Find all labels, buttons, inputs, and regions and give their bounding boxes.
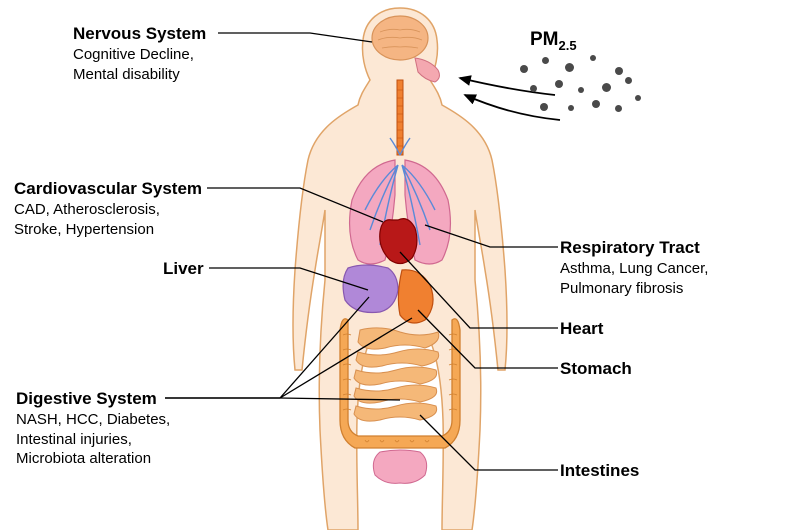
label-desc: Asthma, Lung Cancer,Pulmonary fibrosis bbox=[560, 259, 708, 298]
label-title: Respiratory Tract bbox=[560, 237, 708, 259]
label-intestines: Intestines bbox=[560, 460, 639, 482]
label-title: Stomach bbox=[560, 358, 632, 380]
label-title: Nervous System bbox=[73, 23, 206, 45]
pelvis-organ bbox=[373, 450, 426, 483]
particle-dot bbox=[615, 105, 622, 112]
label-nervous: Nervous SystemCognitive Decline,Mental d… bbox=[73, 23, 206, 84]
particle-dot bbox=[578, 87, 584, 93]
label-stomach: Stomach bbox=[560, 358, 632, 380]
particle-dot bbox=[568, 105, 574, 111]
label-desc: CAD, Atherosclerosis,Stroke, Hypertensio… bbox=[14, 200, 202, 239]
small-intestine bbox=[354, 328, 439, 421]
pm25-label: PM2.5 bbox=[530, 28, 577, 55]
particle-dot bbox=[602, 83, 611, 92]
particle-dot bbox=[520, 65, 528, 73]
label-title: Cardiovascular System bbox=[14, 178, 202, 200]
label-desc: NASH, HCC, Diabetes,Intestinal injuries,… bbox=[16, 410, 170, 469]
liver-organ bbox=[343, 265, 398, 313]
particle-dot bbox=[555, 80, 563, 88]
label-title: Digestive System bbox=[16, 388, 170, 410]
particle-dot bbox=[542, 57, 549, 64]
particle-dot bbox=[540, 103, 548, 111]
particle-dot bbox=[592, 100, 600, 108]
particle-dot bbox=[530, 85, 537, 92]
label-liver: Liver bbox=[163, 258, 204, 280]
pm25-particles bbox=[520, 55, 640, 135]
label-heart: Heart bbox=[560, 318, 603, 340]
label-title: Liver bbox=[163, 258, 204, 280]
particle-dot bbox=[565, 63, 574, 72]
label-cardiovascular: Cardiovascular SystemCAD, Atherosclerosi… bbox=[14, 178, 202, 239]
human-body-diagram bbox=[270, 0, 530, 530]
particle-dot bbox=[590, 55, 596, 61]
label-digestive: Digestive SystemNASH, HCC, Diabetes,Inte… bbox=[16, 388, 170, 469]
label-title: Intestines bbox=[560, 460, 639, 482]
label-desc: Cognitive Decline,Mental disability bbox=[73, 45, 206, 84]
label-respiratory: Respiratory TractAsthma, Lung Cancer,Pul… bbox=[560, 237, 708, 298]
particle-dot bbox=[635, 95, 641, 101]
particle-dot bbox=[625, 77, 632, 84]
particle-dot bbox=[615, 67, 623, 75]
label-title: Heart bbox=[560, 318, 603, 340]
trachea-organ bbox=[397, 80, 403, 155]
